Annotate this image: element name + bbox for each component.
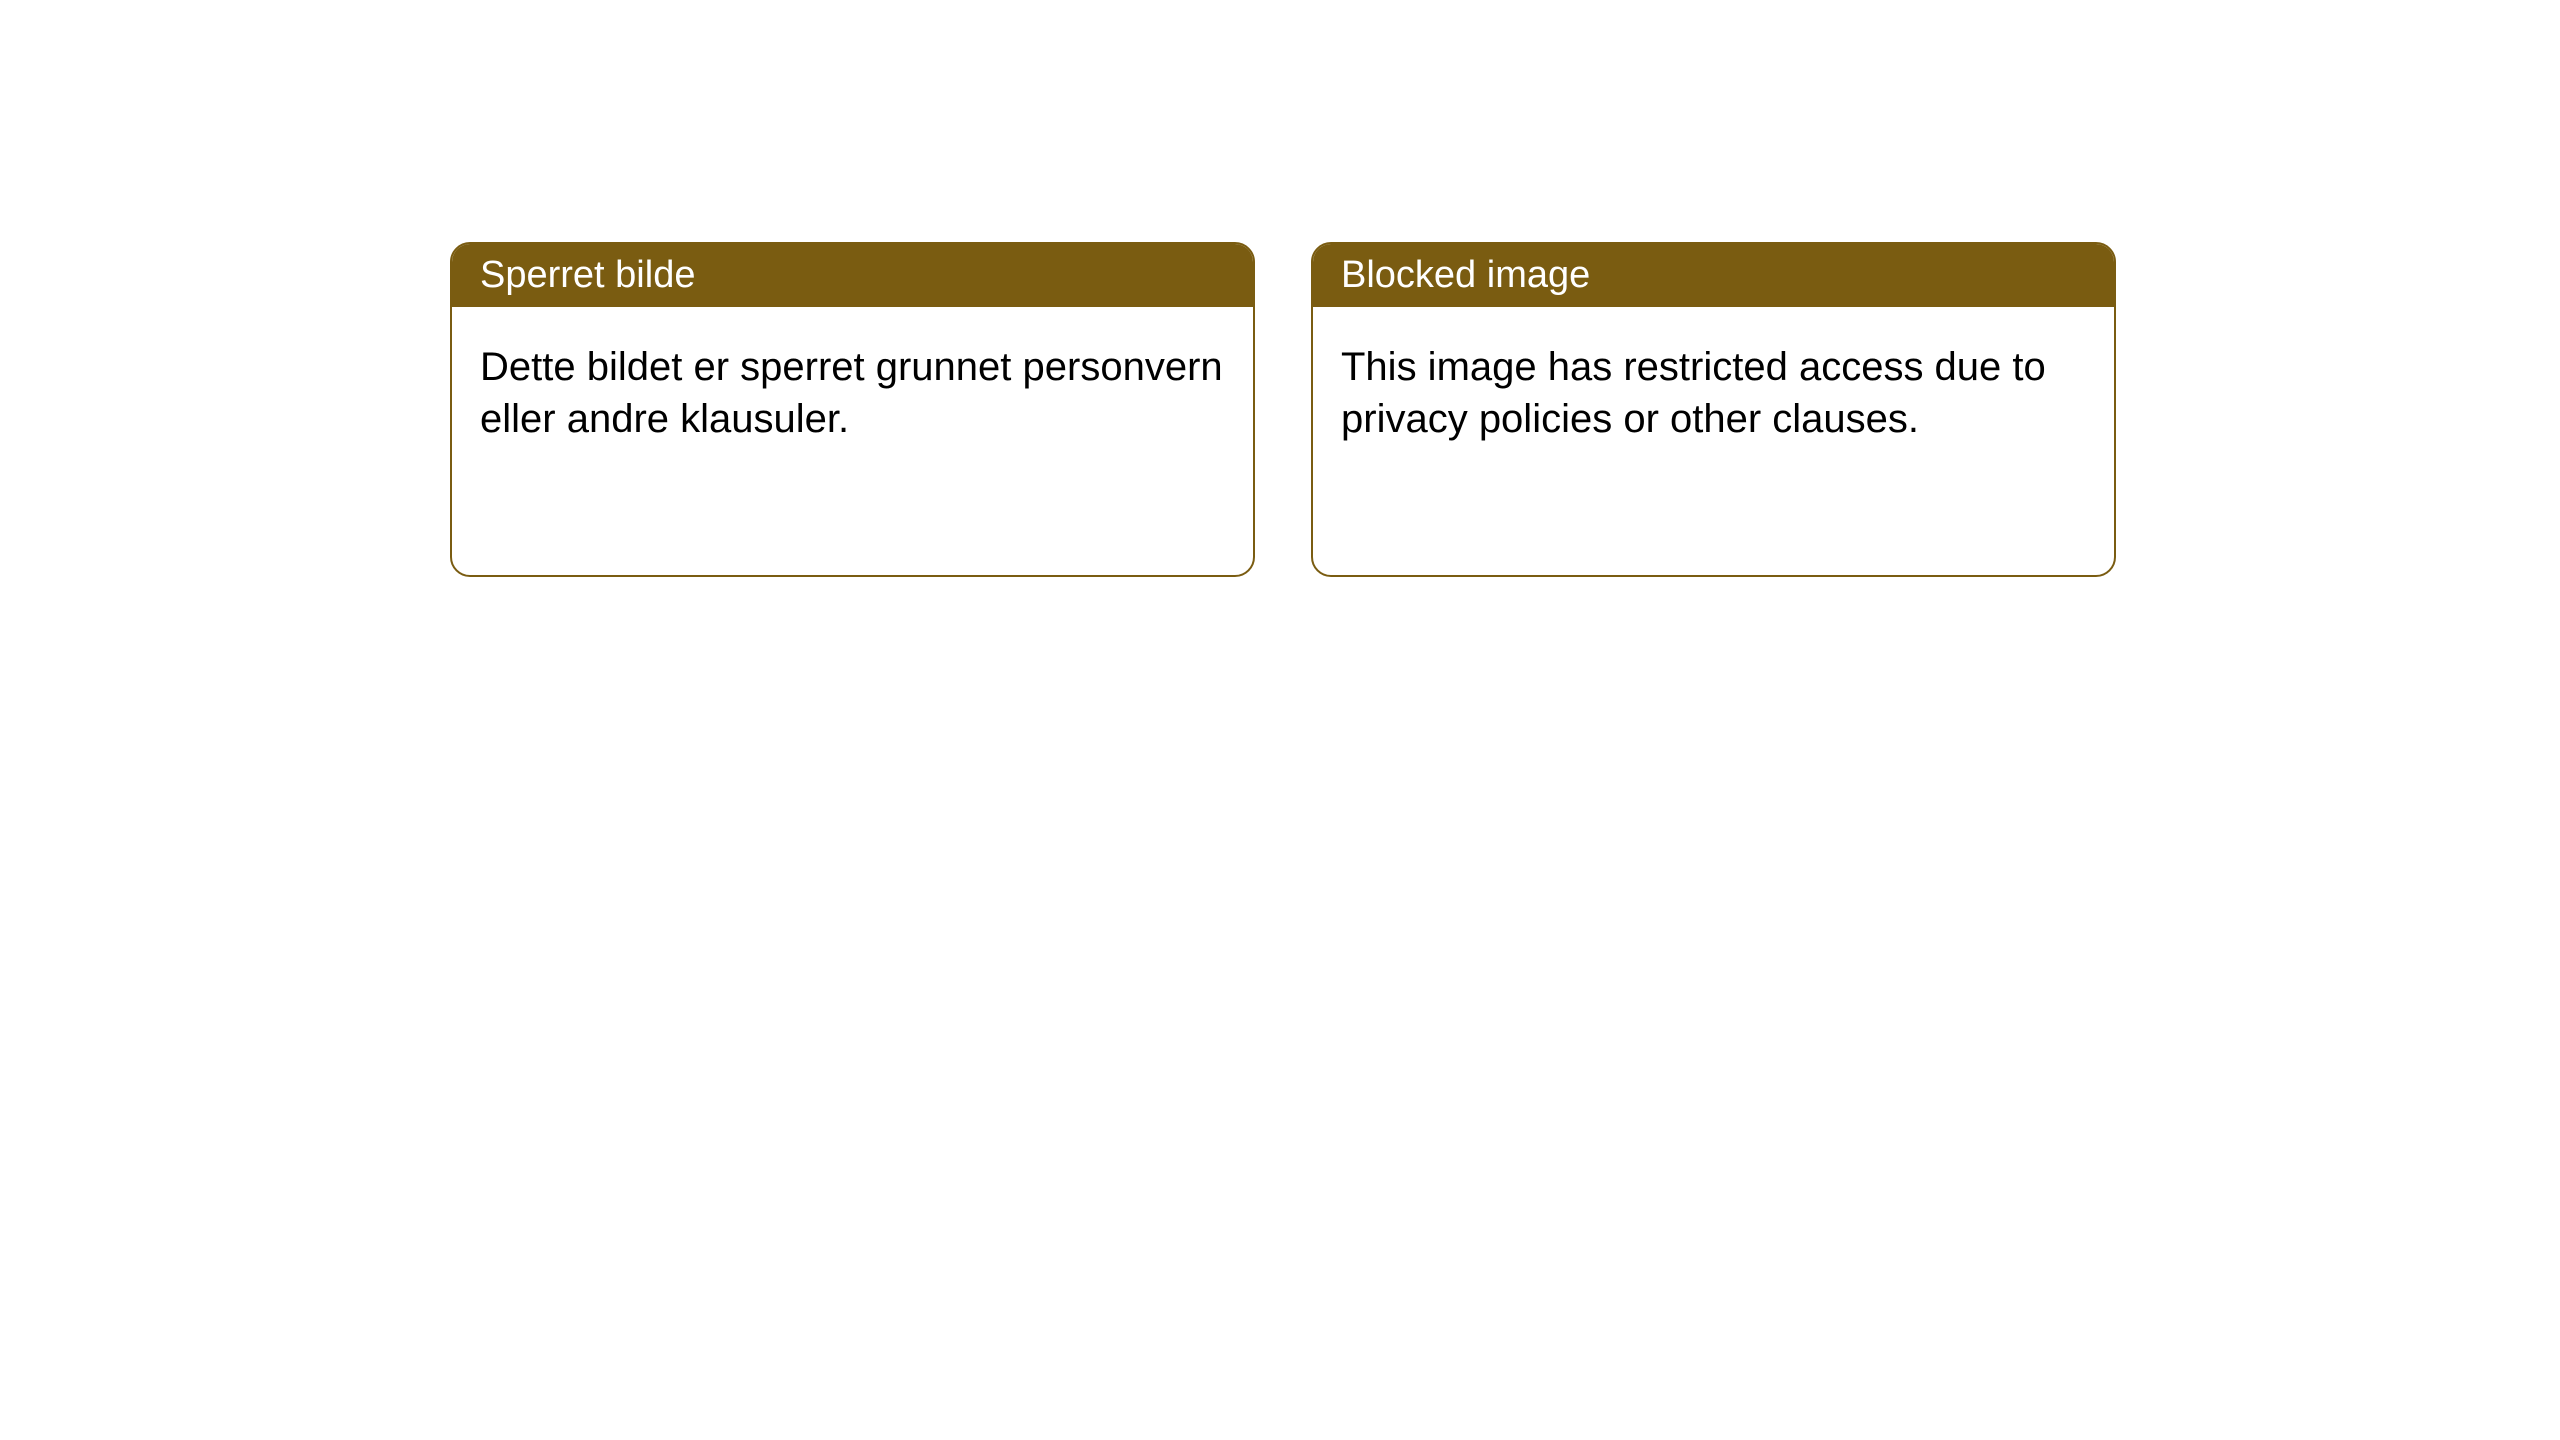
notice-title-en: Blocked image [1341,254,1590,296]
notice-header-en: Blocked image [1313,244,2114,307]
notice-body-no: Dette bildet er sperret grunnet personve… [452,307,1253,479]
notice-text-no: Dette bildet er sperret grunnet personve… [480,345,1223,441]
notice-title-no: Sperret bilde [480,254,695,296]
notice-text-en: This image has restricted access due to … [1341,345,2046,441]
notice-header-no: Sperret bilde [452,244,1253,307]
notice-body-en: This image has restricted access due to … [1313,307,2114,479]
notice-card-en: Blocked image This image has restricted … [1311,242,2116,577]
notice-container: Sperret bilde Dette bildet er sperret gr… [450,242,2116,577]
notice-card-no: Sperret bilde Dette bildet er sperret gr… [450,242,1255,577]
